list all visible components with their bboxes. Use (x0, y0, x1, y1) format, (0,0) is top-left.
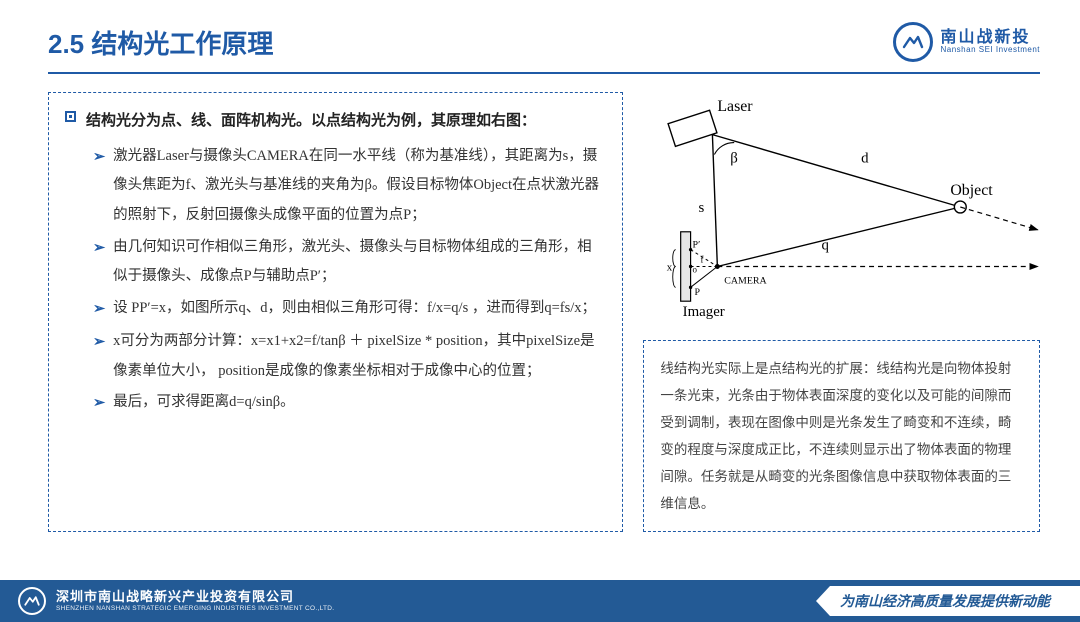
label-beta: β (731, 150, 739, 166)
note-box: 线结构光实际上是点结构光的扩展：线结构光是向物体投射一条光束，光条由于物体表面深… (643, 340, 1040, 532)
bullet-text: 设 PP′=x，如图所示q、d，则由相似三角形可得：f/x=q/s ，进而得到q… (113, 294, 596, 324)
footer-right: 为南山经济高质量发展提供新动能 (816, 580, 1080, 622)
label-s: s (699, 200, 705, 216)
label-imager: Imager (683, 304, 725, 320)
footer-logo-icon (18, 587, 46, 615)
bullet-text: 最后，可求得距离d=q/sinβ。 (113, 388, 295, 418)
bullet-text: x可分为两部分计算：x=x1+x2=f/tanβ ＋ pixelSize * p… (113, 327, 604, 386)
arrow-icon: ➢ (93, 143, 105, 173)
brand-name-en: Nanshan SEI Investment (941, 46, 1041, 55)
slide: 2.5 结构光工作原理 南山战新投 Nanshan SEI Investment… (0, 0, 1080, 622)
label-x: x (667, 261, 673, 273)
footer-company: 深圳市南山战略新兴产业投资有限公司 SHENZHEN NANSHAN STRAT… (56, 590, 334, 612)
brand-name-cn: 南山战新投 (941, 29, 1041, 47)
principle-headline: 结构光分为点、线、面阵机构光。以点结构光为例，其原理如右图： (86, 107, 536, 136)
label-d: d (862, 150, 870, 166)
list-item: ➢ 激光器Laser与摄像头CAMERA在同一水平线（称为基准线），其距离为s，摄… (93, 142, 604, 231)
footer-company-cn: 深圳市南山战略新兴产业投资有限公司 (56, 590, 334, 605)
footer: 深圳市南山战略新兴产业投资有限公司 SHENZHEN NANSHAN STRAT… (0, 580, 1080, 622)
brand-text: 南山战新投 Nanshan SEI Investment (941, 29, 1041, 55)
slide-title: 2.5 结构光工作原理 (48, 24, 273, 61)
right-column: Laser β s q d Object (643, 92, 1040, 532)
label-o: o (693, 264, 698, 274)
brand-logo-icon (893, 22, 933, 62)
label-q: q (822, 238, 830, 254)
header-divider (48, 72, 1040, 74)
label-P: P (695, 287, 701, 298)
label-laser: Laser (718, 98, 754, 115)
list-item: ➢ 设 PP′=x，如图所示q、d，则由相似三角形可得：f/x=q/s ，进而得到… (93, 294, 604, 325)
structured-light-diagram: Laser β s q d Object (643, 92, 1040, 322)
content-area: 结构光分为点、线、面阵机构光。以点结构光为例，其原理如右图： ➢ 激光器Laser… (0, 92, 1080, 532)
bullet-text: 由几何知识可作相似三角形，激光头、摄像头与目标物体组成的三角形，相似于摄像头、成… (113, 233, 604, 292)
list-item: ➢ 最后，可求得距离d=q/sinβ。 (93, 388, 604, 419)
list-item: ➢ 由几何知识可作相似三角形，激光头、摄像头与目标物体组成的三角形，相似于摄像头、… (93, 233, 604, 292)
bullet-text: 激光器Laser与摄像头CAMERA在同一水平线（称为基准线），其距离为s，摄像… (113, 142, 604, 231)
square-bullet-icon (65, 111, 76, 122)
arrow-icon: ➢ (93, 389, 105, 419)
principle-bullet-list: ➢ 激光器Laser与摄像头CAMERA在同一水平线（称为基准线），其距离为s，摄… (65, 142, 604, 419)
brand-logo: 南山战新投 Nanshan SEI Investment (893, 22, 1041, 62)
label-object: Object (951, 182, 994, 199)
label-f: f (701, 255, 704, 265)
footer-company-en: SHENZHEN NANSHAN STRATEGIC EMERGING INDU… (56, 605, 334, 612)
principle-panel: 结构光分为点、线、面阵机构光。以点结构光为例，其原理如右图： ➢ 激光器Laser… (48, 92, 623, 532)
list-item: ➢ x可分为两部分计算：x=x1+x2=f/tanβ ＋ pixelSize * … (93, 327, 604, 386)
label-camera: CAMERA (725, 275, 768, 286)
principle-headline-row: 结构光分为点、线、面阵机构光。以点结构光为例，其原理如右图： (65, 107, 604, 136)
footer-left: 深圳市南山战略新兴产业投资有限公司 SHENZHEN NANSHAN STRAT… (18, 587, 334, 615)
label-Pprime: P′ (693, 240, 701, 251)
header: 2.5 结构光工作原理 南山战新投 Nanshan SEI Investment (0, 0, 1080, 62)
arrow-icon: ➢ (93, 295, 105, 325)
arrow-icon: ➢ (93, 234, 105, 264)
footer-slogan: 为南山经济高质量发展提供新动能 (840, 591, 1050, 611)
slogan-ribbon: 为南山经济高质量发展提供新动能 (816, 586, 1080, 616)
arrow-icon: ➢ (93, 328, 105, 358)
